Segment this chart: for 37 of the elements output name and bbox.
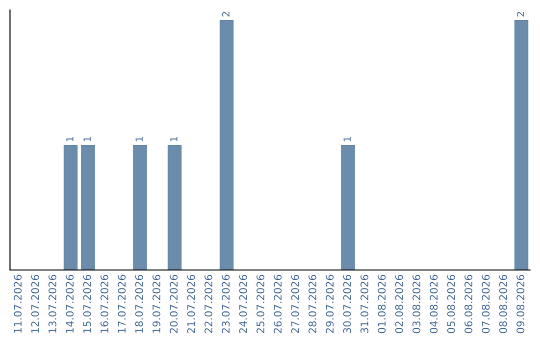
data-label: 1 <box>344 136 351 142</box>
x-tick-label: 30.07.2026 <box>343 274 352 334</box>
x-tick-label: 16.07.2026 <box>100 274 108 333</box>
x-tick-label: 18.07.2026 <box>135 274 144 333</box>
x-tick-label: 22.07.2026 <box>204 274 212 334</box>
x-tick-label: 07.08.2026 <box>482 274 490 334</box>
x-tick-label: 04.08.2026 <box>430 274 438 334</box>
x-tick-label: 28.07.2026 <box>308 274 316 334</box>
x-tick-label: 14.07.2026 <box>66 274 74 333</box>
x-tick-label: 03.08.2026 <box>412 274 420 334</box>
data-label: 1 <box>84 136 91 142</box>
data-label: 1 <box>136 136 143 142</box>
x-tick-label: 17.07.2026 <box>118 274 126 333</box>
x-tick-label: 05.08.2026 <box>447 274 456 334</box>
x-tick-label: 20.07.2026 <box>170 274 178 334</box>
x-tick-label: 08.08.2026 <box>499 274 508 334</box>
x-tick-label: 31.07.2026 <box>360 274 368 334</box>
x-tick-label: 19.07.2026 <box>152 274 160 333</box>
x-tick-label: 06.08.2026 <box>464 274 472 334</box>
x-tick-label: 27.07.2026 <box>291 274 300 334</box>
x-tick-label: 26.07.2026 <box>274 274 282 334</box>
data-label: 1 <box>170 136 178 142</box>
x-tick-label: 23.07.2026 <box>222 274 230 334</box>
data-label: 2 <box>222 12 230 17</box>
x-tick-label: 25.07.2026 <box>256 274 264 334</box>
x-tick-label: 01.08.2026 <box>378 274 386 334</box>
x-tick-label: 12.07.2026 <box>31 274 40 333</box>
x-tick-label: 11.07.2026 <box>14 274 22 333</box>
x-tick-label: 24.07.2026 <box>239 274 248 334</box>
x-tick-label: 13.07.2026 <box>48 274 56 333</box>
x-tick-label: 21.07.2026 <box>187 274 196 334</box>
data-label: 1 <box>66 136 74 142</box>
x-tick-label: 02.08.2026 <box>395 274 404 334</box>
data-label: 2 <box>516 12 524 17</box>
x-tick-label: 15.07.2026 <box>83 274 92 333</box>
x-tick-label: 09.08.2026 <box>516 274 524 334</box>
x-tick-label: 29.07.2026 <box>326 274 334 334</box>
